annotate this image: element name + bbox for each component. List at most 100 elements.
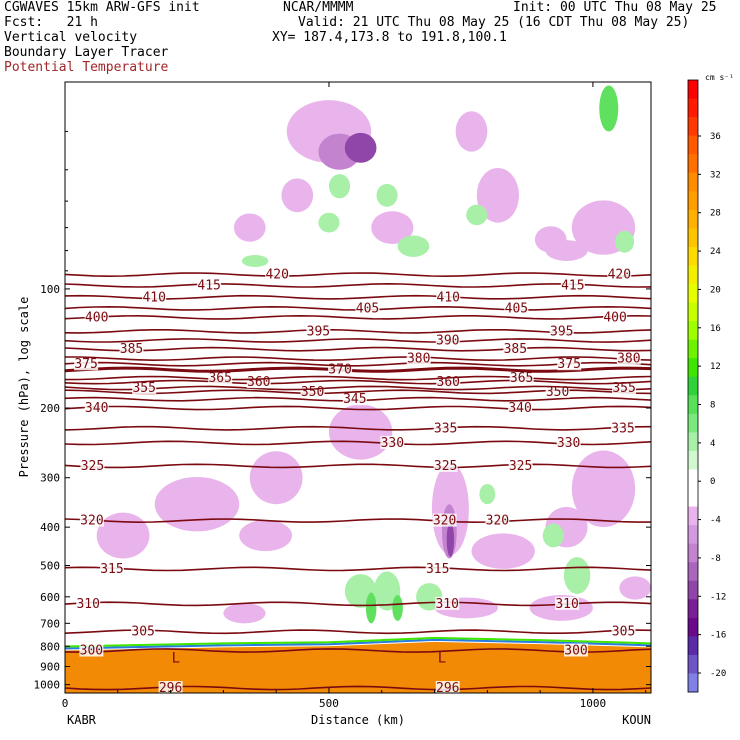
isentrope-370 — [65, 366, 651, 373]
colorbar-label-9: 0 — [710, 477, 715, 487]
isentrope-label-305-1: 305 — [612, 625, 635, 640]
colorbar-label-0: 36 — [710, 132, 721, 142]
low-marker-0: L — [172, 651, 180, 667]
isentrope-label-bg-415-0 — [197, 278, 222, 292]
isentrope-label-bg-355-0 — [132, 381, 157, 395]
y-tick-label-900: 900 — [40, 661, 60, 674]
colorbar-units: cm s⁻¹ — [705, 73, 734, 82]
colorbar-label-12: -12 — [710, 592, 726, 602]
isentrope-label-bg-355-1 — [612, 381, 637, 395]
w-blob-29 — [619, 576, 651, 600]
isentrope-label-bg-385-0 — [119, 342, 144, 356]
isentrope-label-bg-380-0 — [406, 351, 431, 365]
colorbar-swatch-21 — [688, 469, 698, 489]
isentrope-label-400-1: 400 — [603, 310, 626, 325]
colorbar-swatch-8 — [688, 228, 698, 248]
isentrope-label-355-1: 355 — [612, 381, 635, 396]
w-blob-11 — [371, 211, 414, 244]
y-tick-label-700: 700 — [40, 617, 60, 630]
w-blob-4 — [476, 167, 520, 223]
colorbar-label-7: 8 — [710, 401, 715, 411]
isentrope-label-bg-410-1 — [436, 290, 461, 304]
w-blob-27 — [571, 450, 636, 528]
colorbar-swatch-30 — [688, 636, 698, 656]
w-blob-36 — [563, 557, 591, 594]
isentrope-label-350-0: 350 — [301, 385, 324, 400]
colorbar-swatch-14 — [688, 339, 698, 359]
isentrope-label-bg-315-0 — [99, 561, 124, 575]
colorbar-swatch-3 — [688, 135, 698, 155]
isentrope-label-360-0: 360 — [247, 375, 270, 390]
isentrope-330 — [65, 440, 651, 446]
isentrope-label-bg-395-1 — [549, 324, 574, 338]
colorbar-swatch-20 — [688, 450, 698, 470]
colorbar-swatch-27 — [688, 580, 698, 600]
isentrope-label-415-1: 415 — [561, 278, 584, 293]
isentrope-label-bg-300-1 — [564, 643, 589, 657]
colorbar-swatch-26 — [688, 562, 698, 582]
x-axis-label: Distance (km) — [311, 713, 405, 727]
potential-temperature-contours: 296 296 300 300 305 305 310 310 310 315 315 320 320 3… — [65, 267, 651, 696]
colorbar-swatch-29 — [688, 617, 698, 637]
isentrope-label-bg-296-0 — [158, 681, 183, 693]
colorbar-label-3: 24 — [710, 247, 721, 257]
isentrope-label-bg-420-0 — [265, 267, 290, 281]
colorbar-swatch-10 — [688, 265, 698, 285]
colorbar-label-8: 4 — [710, 439, 715, 449]
low-marker-1: L — [438, 651, 446, 667]
colorbar-label-5: 16 — [710, 324, 721, 334]
isentrope-label-420-0: 420 — [265, 268, 288, 283]
boundary-layer-fill — [65, 636, 651, 693]
y-tick-label-500: 500 — [40, 559, 60, 572]
isentrope-label-bg-340-0 — [84, 401, 109, 415]
isentrope-420 — [65, 272, 651, 278]
colorbar-swatch-13 — [688, 321, 698, 341]
colorbar-swatch-4 — [688, 154, 698, 174]
isentrope-label-bg-296-1 — [435, 681, 460, 693]
isentrope-label-bg-320-1 — [432, 513, 457, 527]
plot-frame — [64, 81, 652, 694]
y-tick-label-400: 400 — [40, 521, 60, 534]
isentrope-340 — [65, 405, 651, 411]
colorbar-label-4: 20 — [710, 285, 721, 295]
w-blob-19 — [328, 404, 393, 460]
isentrope-label-bg-395-0 — [306, 324, 331, 338]
boundary-layer-top-green — [65, 636, 651, 648]
isentrope-label-335-0: 335 — [434, 421, 457, 436]
isentrope-label-315-1: 315 — [426, 562, 449, 577]
isentrope-300 — [65, 648, 651, 653]
isentrope-310 — [65, 601, 651, 607]
isentrope-label-325-1: 325 — [434, 459, 457, 474]
w-blob-24 — [154, 477, 240, 532]
y-tick-label-1000: 1000 — [34, 679, 61, 692]
isentrope-label-315-0: 315 — [100, 562, 123, 577]
w-blob-30 — [96, 512, 150, 559]
isentrope-label-bg-345-0 — [342, 392, 367, 406]
w-blob-23 — [446, 522, 455, 557]
isentrope-label-bg-350-1 — [545, 384, 570, 398]
isentrope-label-390-0: 390 — [436, 333, 459, 348]
y-tick-label-100: 100 — [40, 283, 60, 296]
isentrope-label-bg-300-0 — [79, 643, 104, 657]
y-tick-label-600: 600 — [40, 591, 60, 604]
field-label-potential-temperature: Potential Temperature — [4, 60, 169, 75]
colorbar-frame — [687, 79, 699, 693]
isentrope-305 — [65, 629, 651, 635]
isentrope-label-296-0: 296 — [159, 681, 182, 696]
w-blob-8 — [328, 174, 351, 199]
field-label-boundary-layer: Boundary Layer Tracer — [4, 45, 169, 60]
isentrope-label-395-0: 395 — [307, 324, 330, 339]
isentrope-label-340-0: 340 — [85, 401, 108, 416]
isentrope-label-bg-325-0 — [80, 458, 105, 472]
isentrope-label-296-1: 296 — [436, 681, 459, 696]
isentrope-label-420-1: 420 — [608, 268, 631, 283]
isentrope-360 — [65, 379, 651, 385]
colorbar-swatch-1 — [688, 98, 698, 118]
colorbar-swatch-23 — [688, 506, 698, 526]
isentrope-label-335-1: 335 — [611, 421, 634, 436]
isentrope-label-410-0: 410 — [142, 290, 165, 305]
isentrope-label-365-1: 365 — [510, 371, 533, 386]
w-blob-13 — [318, 212, 340, 233]
isentrope-label-380-0: 380 — [407, 352, 430, 367]
isentrope-label-300-1: 300 — [564, 644, 587, 659]
